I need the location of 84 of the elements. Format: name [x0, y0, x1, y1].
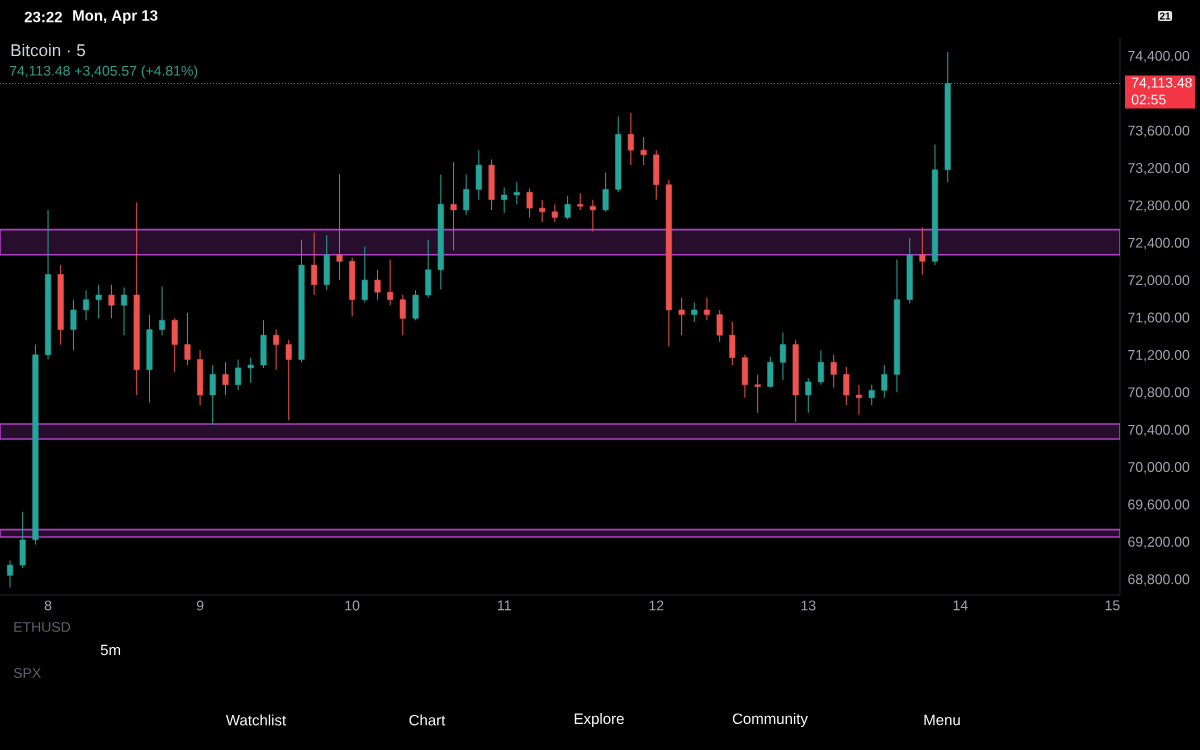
candlestick: [209, 364, 216, 426]
y-tick-label: 73,200.00: [1128, 163, 1190, 175]
candlestick: [855, 384, 862, 416]
y-tick-label: 73,600.00: [1128, 125, 1190, 138]
candlestick: [526, 187, 533, 218]
y-tick-label: 68,800.00: [1128, 574, 1190, 586]
candlestick: [703, 297, 710, 321]
candlestick: [817, 349, 824, 386]
x-tick-label: 9: [196, 600, 204, 611]
y-tick-label: 70,400.00: [1128, 424, 1190, 437]
candlestick: [159, 286, 166, 336]
candlestick: [336, 173, 343, 281]
candlestick: [589, 199, 596, 232]
y-tick-label: 69,200.00: [1128, 536, 1190, 549]
candlestick: [235, 358, 242, 391]
x-tick-label: 8: [44, 600, 52, 611]
x-tick-label: 11: [498, 600, 511, 611]
text: Mon, Apr 13: [73, 10, 158, 24]
y-tick-label: 72,800.00: [1128, 200, 1190, 212]
candlestick: [70, 299, 77, 351]
candlestick: [564, 195, 571, 220]
candlestick: [463, 173, 470, 216]
candlestick: [513, 181, 520, 205]
candlestick: [285, 339, 292, 421]
text: 21: [1159, 12, 1171, 20]
x-tick-label: 13: [801, 600, 816, 611]
candlestick: [184, 312, 191, 366]
candlestick: [830, 354, 837, 389]
candlestick: [843, 366, 850, 406]
x-tick-label: 10: [345, 600, 360, 611]
y-tick-label: 69,600.00: [1128, 499, 1190, 512]
candlestick: [691, 301, 698, 323]
text: Menu: [924, 714, 960, 726]
text: 5m: [100, 644, 121, 656]
candlestick: [361, 245, 368, 303]
candlestick: [121, 287, 128, 336]
text: Community: [732, 713, 808, 727]
text: 23:22: [24, 11, 62, 23]
candlestick: [640, 136, 647, 166]
y-tick-label: 72,400.00: [1128, 237, 1190, 250]
candlestick: [881, 364, 888, 399]
text: 74,113.48 +3,405.57 (+4.81%): [9, 65, 198, 79]
x-tick-label: 14: [953, 600, 968, 611]
candlestick: [754, 373, 761, 414]
candlestick: [602, 172, 609, 213]
y-tick-label: 70,000.00: [1128, 462, 1190, 474]
candlestick: [450, 161, 457, 251]
y-tick-label: 71,200.00: [1128, 349, 1190, 362]
candlestick: [108, 284, 115, 319]
candlestick: [95, 284, 102, 319]
candlestick: [716, 309, 723, 343]
ref-line-label: 74,113.48: [1131, 77, 1192, 90]
candlestick: [273, 329, 280, 371]
text: ETHUSD: [14, 622, 71, 632]
x-tick-label: 15: [1105, 600, 1120, 611]
candlestick: [919, 227, 926, 275]
candlestick: [729, 321, 736, 366]
candlestick: [83, 289, 90, 321]
candlestick: [805, 377, 812, 414]
y-tick-label: 72,000.00: [1128, 275, 1190, 287]
text: Explore: [574, 713, 624, 727]
text: Watchlist: [225, 714, 287, 726]
text: Chart: [409, 714, 446, 726]
candlestick: [374, 269, 381, 301]
candlestick: [412, 289, 419, 321]
candlestick: [311, 231, 318, 296]
y-tick-label: 70,800.00: [1128, 387, 1190, 399]
candlestick: [779, 331, 786, 381]
candlestick: [627, 112, 634, 166]
x-tick-label: 12: [649, 600, 664, 611]
candlestick: [678, 297, 685, 336]
y-tick-label: 71,600.00: [1128, 312, 1190, 325]
candlestick: [539, 199, 546, 223]
text: SPX: [13, 668, 41, 678]
candlestick: [247, 357, 254, 384]
y-tick-label: 74,400.00: [1128, 50, 1190, 63]
candlestick: [387, 258, 394, 306]
candlestick: [501, 187, 508, 214]
chart-title: Bitcoin · 5: [11, 43, 86, 57]
candlestick: [222, 361, 229, 396]
candlestick: [7, 559, 14, 589]
candlestick: [868, 384, 875, 406]
candlestick: [399, 294, 406, 336]
text: 02:55: [1131, 94, 1166, 105]
